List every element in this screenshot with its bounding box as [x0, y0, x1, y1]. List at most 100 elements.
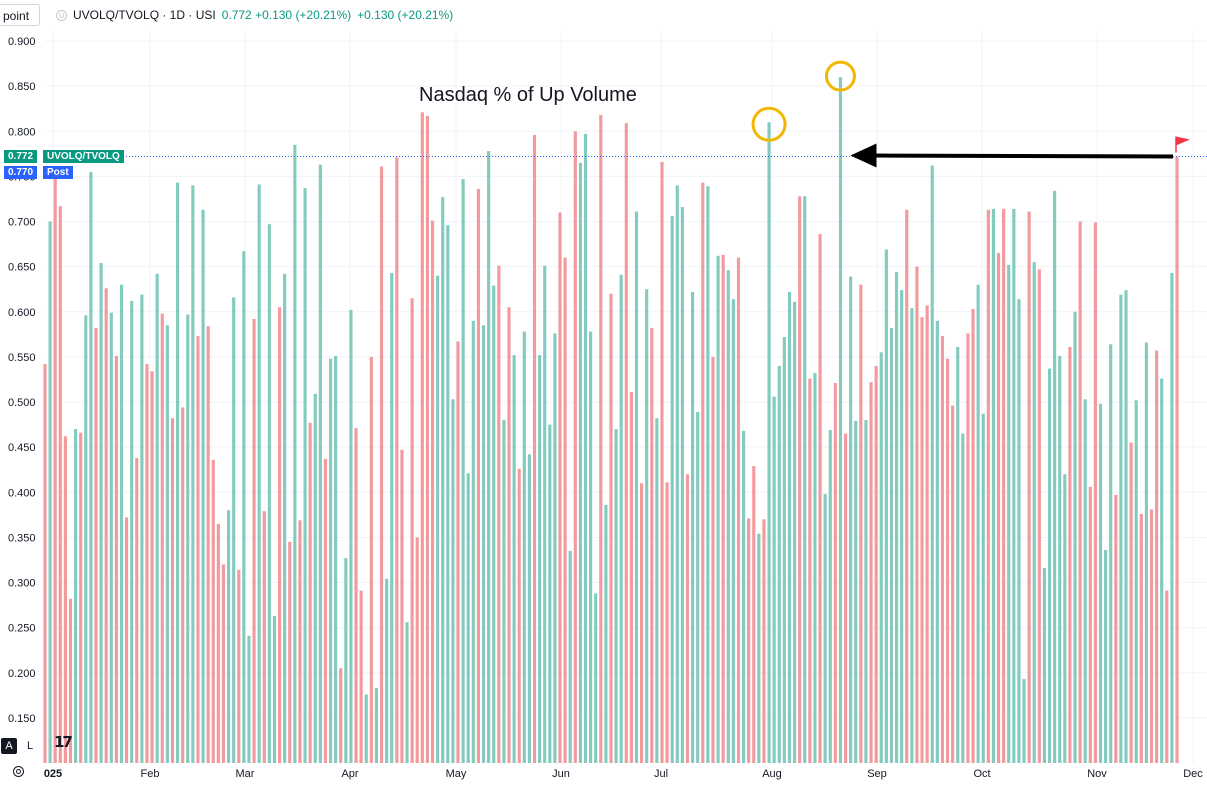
bar [808, 378, 812, 763]
bar [583, 133, 588, 763]
bar [619, 274, 623, 763]
bar [655, 418, 659, 763]
y-tick-label: 0.250 [8, 623, 36, 635]
bar [481, 325, 486, 763]
bar [915, 266, 919, 764]
bar [471, 320, 475, 763]
bar [43, 364, 47, 763]
bar [226, 510, 231, 763]
bar [849, 276, 853, 763]
bar [1160, 378, 1164, 763]
bar [196, 336, 200, 763]
bar [1058, 355, 1062, 763]
bar [125, 517, 129, 763]
bar [145, 364, 149, 763]
bar [813, 373, 817, 763]
post-price-tag: 0.770 [4, 166, 38, 179]
bar [1093, 222, 1097, 763]
bar [910, 308, 914, 763]
bar [752, 466, 756, 763]
log-scale-button[interactable]: L [26, 740, 34, 752]
price-scale-mode-button[interactable]: point [0, 4, 40, 26]
symbol-name[interactable]: UVOLQ/TVOLQ · 1D · USI [73, 8, 216, 22]
bar [782, 337, 786, 763]
bar [1134, 400, 1138, 763]
bar [272, 615, 277, 763]
bar [578, 162, 582, 764]
chart-annotation-title: Nasdaq % of Up Volume [419, 84, 637, 106]
bar [1165, 590, 1169, 763]
bar [1037, 269, 1041, 763]
y-tick-label: 0.600 [8, 307, 36, 319]
bar [1027, 211, 1031, 763]
bar [436, 275, 440, 763]
x-tick-label: Feb [141, 768, 160, 780]
bar [736, 257, 741, 763]
bar [792, 301, 797, 763]
bar [216, 523, 220, 763]
bar [283, 273, 287, 763]
x-tick-label: Jun [552, 768, 570, 780]
x-tick-label: Dec [1183, 768, 1203, 780]
x-tick-label: Mar [236, 768, 255, 780]
auto-scale-button[interactable]: A [1, 738, 17, 754]
bar [609, 293, 613, 763]
highlight-circle-aug-peak [824, 60, 856, 92]
bar [512, 355, 516, 763]
bar [390, 272, 394, 763]
bar [487, 151, 491, 764]
bar [1073, 311, 1077, 763]
bar [323, 458, 328, 763]
bar [441, 197, 445, 763]
bar [1088, 486, 1092, 763]
bar [573, 131, 577, 763]
bar [757, 533, 761, 763]
bar [527, 454, 531, 763]
bar [589, 331, 593, 763]
y-tick-label: 0.550 [8, 352, 36, 364]
bar [181, 407, 185, 763]
bar [828, 429, 832, 763]
bar [186, 314, 190, 763]
bar [354, 428, 358, 763]
bar [777, 365, 781, 763]
bar [288, 541, 292, 763]
y-axis-labels: 0.9000.8500.8000.7500.7000.6500.6000.550… [8, 36, 36, 725]
bar [191, 185, 195, 763]
bar [696, 411, 700, 763]
bar [313, 393, 317, 763]
bar [981, 413, 985, 763]
bar [920, 317, 924, 763]
bar [548, 424, 552, 763]
bar [63, 436, 67, 763]
y-tick-label: 0.650 [8, 262, 36, 274]
bar [742, 430, 746, 763]
symbol-quote-primary: 0.772 +0.130 (+20.21%) [221, 8, 352, 22]
tradingview-logo[interactable]: 17 [54, 733, 73, 751]
settings-gear-icon[interactable] [13, 766, 24, 777]
bar [1104, 550, 1108, 763]
bar [884, 249, 888, 764]
bar [318, 164, 322, 763]
bar [1068, 346, 1072, 763]
bar [334, 355, 338, 763]
bar [1124, 290, 1128, 763]
bar [201, 209, 205, 763]
x-tick-label: Apr [341, 768, 358, 780]
bar [900, 290, 904, 763]
bar [991, 208, 996, 763]
bar-series [43, 77, 1179, 764]
bar [716, 255, 720, 764]
bar [629, 392, 633, 763]
bar [1139, 513, 1143, 763]
bar [624, 123, 628, 763]
y-tick-label: 0.700 [8, 217, 36, 229]
bar [701, 182, 705, 763]
bar [1129, 442, 1133, 763]
bar [1144, 342, 1148, 763]
bar [711, 356, 715, 764]
bar [894, 272, 899, 763]
bar [461, 179, 465, 763]
symbol-legend[interactable]: U UVOLQ/TVOLQ · 1D · USI 0.772 +0.130 (+… [56, 8, 453, 22]
